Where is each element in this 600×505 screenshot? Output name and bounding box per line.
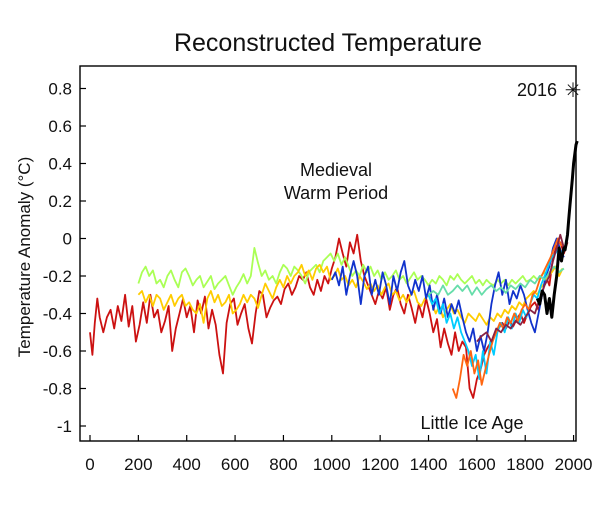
x-tick-label: 1600 <box>458 455 496 474</box>
series-line-0 <box>89 233 569 399</box>
x-tick-label: 800 <box>269 455 297 474</box>
x-tick-label: 0 <box>85 455 94 474</box>
series-line-4 <box>427 247 564 380</box>
y-axis-ticks: -1 -0.8 -0.6 -0.4 -0.2 0 0.2 0.4 0.6 0.8 <box>43 80 86 436</box>
x-tick-label: 400 <box>173 455 201 474</box>
series-line-8 <box>535 140 579 319</box>
annotation-little-ice-age: Little Ice Age <box>420 413 523 433</box>
series-line-6 <box>427 265 565 296</box>
annotation-2016: 2016 <box>517 80 557 100</box>
series-line-5 <box>451 237 563 399</box>
y-tick-label: 0.8 <box>48 80 72 99</box>
annotation-medieval: Medieval <box>300 160 372 180</box>
y-tick-label: -1 <box>57 417 72 436</box>
y-tick-label: 0.2 <box>48 192 72 211</box>
x-tick-label: 1200 <box>361 455 399 474</box>
chart-title: Reconstructed Temperature <box>174 29 482 57</box>
y-tick-label: 0.4 <box>48 155 72 174</box>
y-tick-label: -0.4 <box>43 305 72 324</box>
series-group <box>89 140 579 399</box>
series-line-2 <box>137 263 564 326</box>
series-line-7 <box>476 233 569 343</box>
x-axis-ticks: 0 200 400 600 800 1000 1200 1400 1600 1800 2000 <box>85 435 592 474</box>
y-tick-label: -0.6 <box>43 342 72 361</box>
plot-frame <box>79 65 577 442</box>
x-tick-label: 1000 <box>313 455 351 474</box>
marker-2016-icon: ✳ <box>565 80 582 102</box>
y-tick-label: 0 <box>63 230 72 249</box>
y-tick-label: 0.6 <box>48 117 72 136</box>
x-tick-label: 600 <box>221 455 249 474</box>
annotation-warm-period: Warm Period <box>284 183 388 203</box>
x-tick-label: 1400 <box>410 455 448 474</box>
y-axis-label: Temperature Anomaly (°C) <box>15 157 34 357</box>
x-tick-label: 1800 <box>506 455 544 474</box>
y-tick-label: -0.8 <box>43 380 72 399</box>
x-tick-label: 200 <box>124 455 152 474</box>
y-tick-label: -0.2 <box>43 267 72 286</box>
x-tick-label: 2000 <box>555 455 593 474</box>
